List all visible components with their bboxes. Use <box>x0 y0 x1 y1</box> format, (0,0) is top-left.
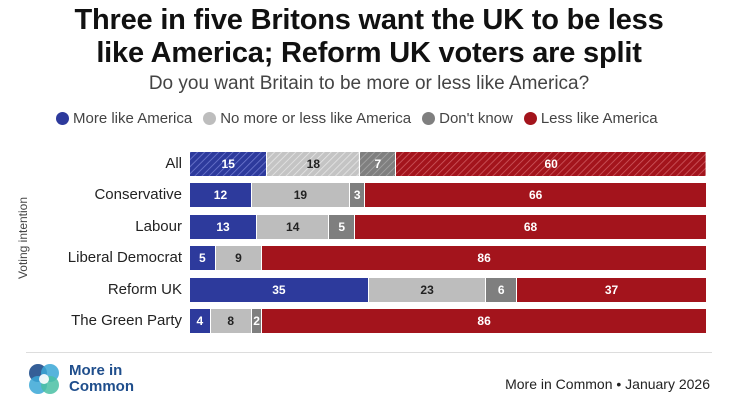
category-label-all: All <box>165 155 182 172</box>
chart-title-line2: like America; Reform UK voters are split <box>96 37 642 69</box>
legend-label-neither: No more or less like America <box>220 110 412 127</box>
legend-label-dont-know: Don't know <box>439 110 513 127</box>
bar-the-green-party-more: 4 <box>190 309 211 333</box>
data-label-labour-less: 68 <box>523 219 538 234</box>
legend-swatch-dont-know <box>422 112 436 125</box>
y-axis-label: Voting intention <box>16 196 30 280</box>
data-label-labour-neither: 14 <box>286 219 300 234</box>
brand-logo: More in Common <box>27 362 134 396</box>
legend-item-less: Less like America <box>523 110 658 127</box>
data-label-the-green-party-less: 86 <box>477 314 491 328</box>
data-label-the-green-party-more: 4 <box>196 314 204 328</box>
bar-hatch-dont-know <box>360 152 396 176</box>
bar-reform-uk-neither: 23 <box>368 277 487 302</box>
data-label-reform-uk-more: 35 <box>272 282 286 297</box>
legend-label-less: Less like America <box>540 110 658 127</box>
data-label-reform-uk-less: 37 <box>604 282 619 297</box>
bar-row-liberal-democrat: 5 9 86 <box>190 246 706 271</box>
bar-all-more: 15 <box>190 152 268 176</box>
bar-liberal-democrat-more: 5 <box>190 246 216 271</box>
data-label-all-neither: 18 <box>306 157 320 171</box>
data-label-labour-dont-know: 5 <box>338 219 346 234</box>
brand-logo-icon <box>29 364 59 394</box>
bar-reform-uk-dont-know: 6 <box>486 277 517 302</box>
bar-all-dont-know: 7 <box>360 152 397 176</box>
legend-item-more: More like America <box>56 110 192 127</box>
data-label-conservative-more: 12 <box>213 188 228 203</box>
legend-label-more: More like America <box>73 110 193 127</box>
data-label-labour-more: 13 <box>216 219 230 234</box>
bar-labour-dont-know: 5 <box>329 214 356 239</box>
category-label-reform-uk: Reform UK <box>107 280 182 298</box>
bar-all-neither: 18 <box>267 152 361 176</box>
bar-row-labour: 13 14 5 68 <box>190 214 706 239</box>
data-label-all-less: 60 <box>544 157 558 171</box>
data-label-all-dont-know: 7 <box>374 157 382 171</box>
bar-the-green-party-neither: 8 <box>210 309 252 333</box>
chart-title-line1: Three in five Britons want the UK to be … <box>74 4 664 36</box>
brand-logo-text: More in Common <box>69 363 134 395</box>
chart-subtitle: Do you want Britain to be more or less l… <box>148 73 590 94</box>
bar-hatch-more <box>190 152 267 176</box>
data-label-liberal-democrat-more: 5 <box>199 251 206 266</box>
bar-reform-uk-more: 35 <box>190 277 369 302</box>
bar-conservative-neither: 19 <box>251 183 350 208</box>
data-label-reform-uk-neither: 23 <box>420 282 434 297</box>
bar-hatch-neither <box>267 152 360 176</box>
legend-item-neither: No more or less like America <box>203 110 411 127</box>
bar-liberal-democrat-less: 86 <box>262 246 706 271</box>
bar-conservative-more: 12 <box>190 183 252 208</box>
data-label-conservative-dont-know: 3 <box>353 188 361 203</box>
legend-swatch-neither <box>203 112 217 125</box>
bar-all-less: 60 <box>396 152 706 176</box>
source-note: More in Common • January 2026 <box>505 376 710 392</box>
bar-reform-uk-less: 37 <box>516 277 706 302</box>
bar-conservative-dont-know: 3 <box>349 183 366 208</box>
data-label-conservative-neither: 19 <box>293 188 308 203</box>
brand-logo-line1: More in <box>69 362 123 379</box>
data-label-reform-uk-dont-know: 6 <box>497 282 505 297</box>
bar-labour-less: 68 <box>355 214 706 239</box>
bar-row-all: 15 18 7 60 <box>190 152 706 176</box>
chart-title: Three in five Britons want the UK to be … <box>0 4 738 70</box>
bar-row-conservative: 12 19 3 66 <box>190 183 706 208</box>
category-label-the-green-party: The Green Party <box>71 312 182 329</box>
bar-row-reform-uk: 35 23 6 37 <box>190 277 706 302</box>
category-label-labour: Labour <box>135 217 182 235</box>
bar-the-green-party-less: 86 <box>262 309 706 333</box>
data-label-the-green-party-dont-know: 2 <box>253 314 260 328</box>
legend-swatch-less <box>523 112 537 125</box>
data-label-all-more: 15 <box>221 157 235 171</box>
bar-row-the-green-party: 4 8 2 86 <box>190 309 706 333</box>
bar-labour-neither: 14 <box>257 214 330 239</box>
chart-legend: More like America No more or less like Am… <box>56 110 669 127</box>
category-label-liberal-democrat: Liberal Democrat <box>67 249 182 267</box>
brand-logo-line2: Common <box>69 378 134 395</box>
data-label-liberal-democrat-neither: 9 <box>235 251 242 266</box>
bar-liberal-democrat-neither: 9 <box>215 246 263 271</box>
data-label-the-green-party-neither: 8 <box>227 314 235 328</box>
legend-item-dont-know: Don't know <box>422 110 513 127</box>
data-label-liberal-democrat-less: 86 <box>477 251 491 266</box>
bar-hatch-less <box>396 152 706 176</box>
bar-the-green-party-dont-know: 2 <box>251 309 263 333</box>
footer-divider <box>26 352 712 353</box>
bar-labour-more: 13 <box>190 214 258 239</box>
bar-conservative-less: 66 <box>365 183 706 208</box>
data-label-conservative-less: 66 <box>529 188 543 203</box>
category-label-conservative: Conservative <box>94 186 182 204</box>
legend-swatch-more <box>56 112 69 125</box>
